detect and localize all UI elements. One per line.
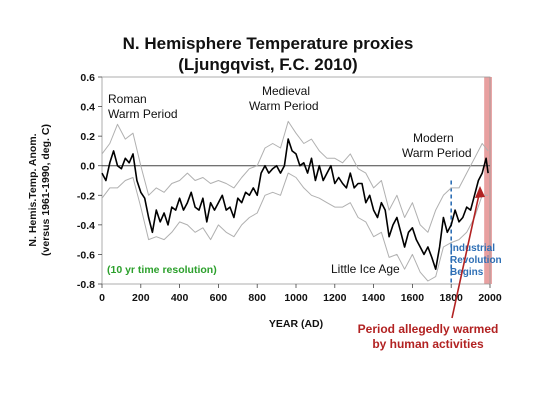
x-tick-label: 1400 xyxy=(362,292,386,304)
modern-period-shade xyxy=(484,77,492,284)
roman-label-line2: Warm Period xyxy=(108,107,178,121)
y-axis-label-line1: N. Hemis.Temp. Anom. xyxy=(27,133,39,246)
x-tick-label: 0 xyxy=(99,292,105,304)
y-tick-label: 0.6 xyxy=(80,72,95,84)
little-ice-age-label: Little Ice Age xyxy=(331,262,400,276)
x-tick-label: 200 xyxy=(132,292,150,304)
industrial-label-line3: Begins xyxy=(450,267,484,278)
y-axis-label-line2: (versus 1961-1990, deg. C) xyxy=(40,124,52,256)
y-tick-label: -0.6 xyxy=(77,249,95,261)
roman-label-line1: Roman xyxy=(108,92,147,106)
x-tick-label: 800 xyxy=(248,292,266,304)
y-tick-label: 0.2 xyxy=(80,131,95,143)
warming-arrow xyxy=(451,189,481,319)
y-axis-label: N. Hemis.Temp. Anom. (versus 1961-1990, … xyxy=(27,124,52,256)
x-tick-label: 1000 xyxy=(284,292,308,304)
chart-title-line2: (Ljungqvist, F.C. 2010) xyxy=(178,55,357,74)
x-tick-label: 1800 xyxy=(440,292,464,304)
tick-labels: 0 200 400 600 800 1000 1200 1400 1600 1800 2000 0.6… xyxy=(77,72,502,304)
x-tick-label: 400 xyxy=(171,292,189,304)
medieval-label-line2: Warm Period xyxy=(249,99,319,113)
series-lines xyxy=(101,120,489,282)
y-tick-label: -0.4 xyxy=(77,220,95,232)
modern-label-line2: Warm Period xyxy=(402,146,472,160)
industrial-label-line1: Industrial xyxy=(450,243,495,254)
chart-title-line1: N. Hemisphere Temperature proxies xyxy=(123,34,414,53)
y-tick-label: -0.8 xyxy=(77,279,95,291)
industrial-label-line2: Revolution xyxy=(450,255,502,266)
series-line-upper xyxy=(101,120,489,233)
warmed-label-line2: by human activities xyxy=(372,337,484,351)
warming-arrow-head xyxy=(475,186,485,198)
medieval-label-line1: Medieval xyxy=(262,84,310,98)
x-tick-label: 1200 xyxy=(323,292,347,304)
y-tick-label: 0.0 xyxy=(80,161,95,173)
series-line-lower xyxy=(101,172,489,282)
modern-label-line1: Modern xyxy=(413,131,454,145)
series-line-mean xyxy=(101,138,489,271)
resolution-note: (10 yr time resolution) xyxy=(107,264,217,276)
warmed-label-line1: Period allegedly warmed xyxy=(358,322,499,336)
x-axis-label: YEAR (AD) xyxy=(269,318,323,330)
x-tick-label: 600 xyxy=(210,292,228,304)
x-tick-label: 1600 xyxy=(401,292,425,304)
y-tick-label: -0.2 xyxy=(77,190,95,202)
x-tick-label: 2000 xyxy=(478,292,502,304)
y-tick-label: 0.4 xyxy=(80,102,95,114)
